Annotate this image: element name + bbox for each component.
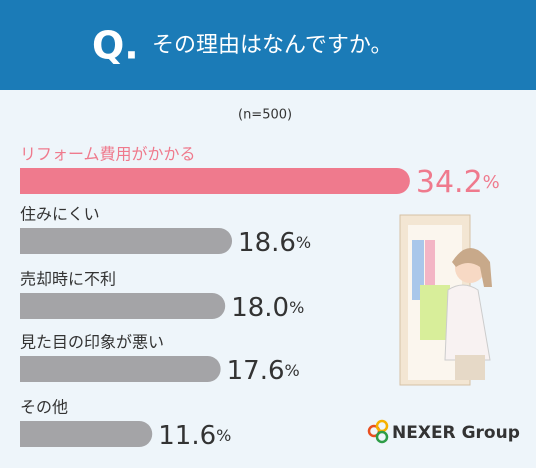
category-label: 住みにくい bbox=[20, 205, 100, 224]
value-number: 34.2 bbox=[416, 165, 483, 200]
value-label: 11.6% bbox=[158, 421, 231, 451]
bar-left-square bbox=[20, 293, 46, 319]
value-label: 18.6% bbox=[238, 228, 311, 258]
value-unit: % bbox=[483, 172, 500, 193]
value-unit: % bbox=[296, 233, 311, 252]
value-label: 18.0% bbox=[231, 293, 304, 323]
bar-left-square bbox=[20, 168, 46, 194]
value-label: 17.6% bbox=[227, 356, 300, 386]
category-label: 見た目の印象が悪い bbox=[20, 333, 164, 352]
value-unit: % bbox=[216, 426, 231, 445]
bar bbox=[20, 293, 226, 319]
illustration bbox=[399, 214, 492, 386]
value-number: 18.6 bbox=[238, 228, 296, 258]
bar-left-square bbox=[20, 421, 46, 447]
value-number: 17.6 bbox=[227, 356, 285, 386]
bar bbox=[20, 228, 233, 254]
value-number: 18.0 bbox=[231, 293, 289, 323]
header bbox=[0, 0, 536, 90]
bar bbox=[20, 356, 221, 382]
note: (n=500) bbox=[238, 108, 292, 123]
value-label: 34.2% bbox=[416, 165, 500, 200]
category-label: リフォーム費用がかかる bbox=[20, 145, 196, 164]
brand-logo bbox=[367, 419, 389, 444]
q-mark: Q. bbox=[92, 24, 139, 68]
bar bbox=[20, 168, 410, 194]
bar-left-square bbox=[20, 228, 46, 254]
chart-title: その理由はなんですか。 bbox=[152, 33, 392, 58]
value-unit: % bbox=[285, 361, 300, 380]
brand: NEXER Group bbox=[392, 423, 520, 443]
bar bbox=[20, 421, 153, 447]
bar-left-square bbox=[20, 356, 46, 382]
category-label: その他 bbox=[20, 398, 68, 417]
value-unit: % bbox=[289, 298, 304, 317]
value-number: 11.6 bbox=[158, 421, 216, 451]
category-label: 売却時に不利 bbox=[20, 270, 116, 289]
